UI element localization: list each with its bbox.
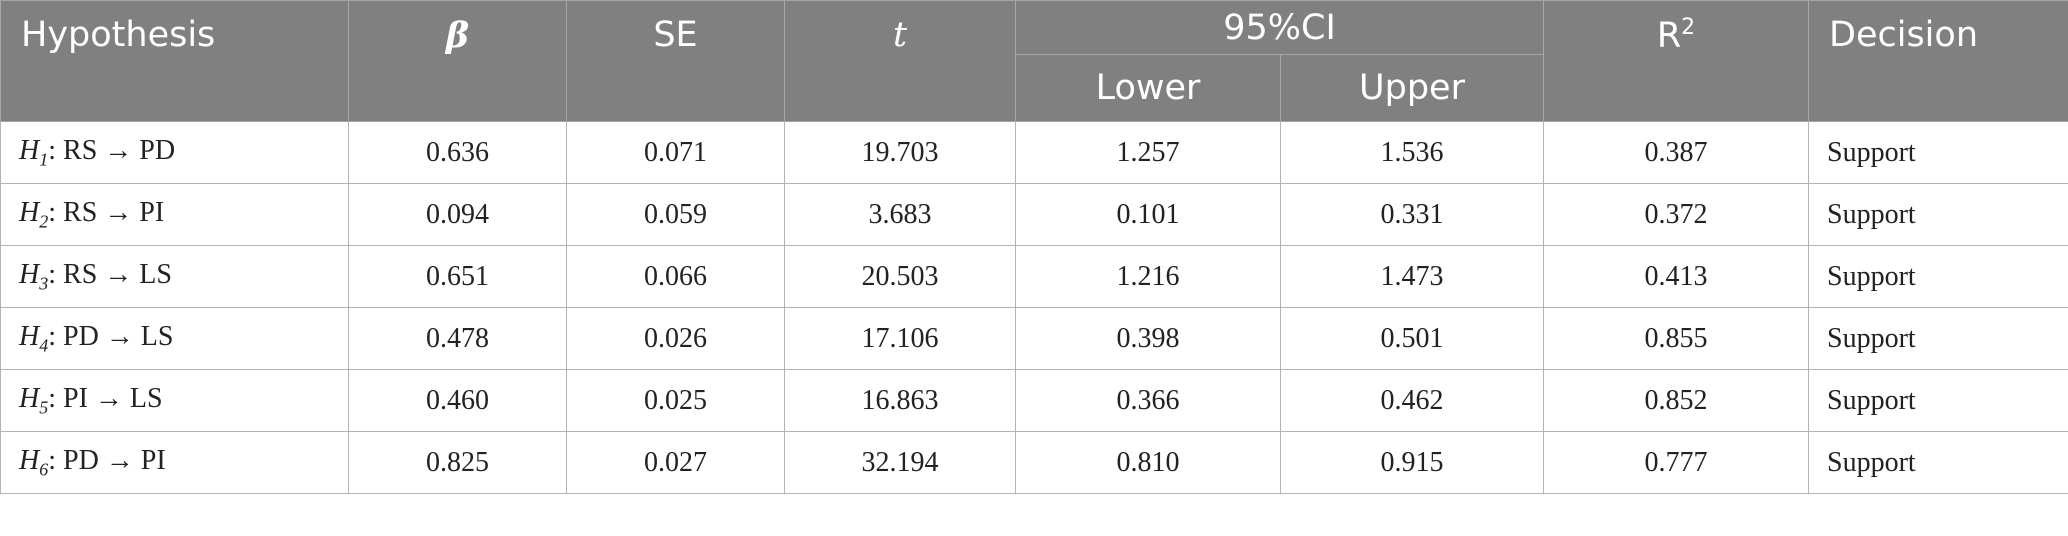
table-row: H1: RS → PD 0.636 0.071 19.703 1.257 1.536 0.3…	[0, 121, 2068, 184]
cell-se: 0.026	[566, 307, 785, 370]
cell-t: 3.683	[784, 183, 1016, 246]
cell-beta: 0.825	[348, 431, 567, 494]
cell-decision: Support	[1808, 245, 2068, 308]
cell-beta: 0.478	[348, 307, 567, 370]
hypothesis-path: : PI → LS	[48, 382, 163, 414]
header-t: t	[784, 0, 1016, 122]
header-upper: Upper	[1280, 54, 1544, 122]
table-body: H1: RS → PD 0.636 0.071 19.703 1.257 1.536 0.3…	[0, 121, 2068, 494]
table-row: H6: PD → PI 0.825 0.027 32.194 0.810 0.915 0.7…	[0, 431, 2068, 494]
hypothesis-number: 1	[39, 149, 49, 170]
cell-r2: 0.413	[1543, 245, 1809, 308]
header-lower: Lower	[1015, 54, 1281, 122]
header-decision: Decision	[1808, 0, 2068, 122]
table-header: Hypothesis β SE t 95%CI R2 Decision Lowe…	[0, 0, 2068, 122]
hypothesis-number: 2	[39, 211, 49, 232]
cell-ci-upper: 0.501	[1280, 307, 1544, 370]
table-row: H2: RS → PI 0.094 0.059 3.683 0.101 0.331 0.37…	[0, 183, 2068, 246]
hypothesis-path: : RS → PD	[48, 134, 176, 166]
cell-ci-lower: 0.398	[1015, 307, 1281, 370]
cell-se: 0.059	[566, 183, 785, 246]
header-r2: R2	[1543, 0, 1809, 122]
cell-ci-lower: 0.101	[1015, 183, 1281, 246]
hypothesis-letter: H	[19, 258, 40, 290]
cell-hypothesis: H5: PI → LS	[0, 369, 349, 432]
cell-ci-upper: 0.462	[1280, 369, 1544, 432]
cell-r2: 0.372	[1543, 183, 1809, 246]
hypothesis-number: 4	[39, 335, 49, 356]
cell-r2: 0.852	[1543, 369, 1809, 432]
cell-t: 20.503	[784, 245, 1016, 308]
header-se: SE	[566, 0, 785, 122]
cell-ci-upper: 0.915	[1280, 431, 1544, 494]
hypothesis-letter: H	[19, 196, 40, 228]
hypothesis-path: : RS → PI	[48, 196, 165, 228]
cell-se: 0.071	[566, 121, 785, 184]
cell-beta: 0.651	[348, 245, 567, 308]
cell-decision: Support	[1808, 121, 2068, 184]
cell-ci-lower: 0.366	[1015, 369, 1281, 432]
cell-t: 19.703	[784, 121, 1016, 184]
hypothesis-path: : PD → PI	[48, 444, 166, 476]
header-beta: β	[348, 0, 567, 122]
cell-hypothesis: H1: RS → PD	[0, 121, 349, 184]
header-r2-sup: 2	[1681, 15, 1696, 40]
header-r2-base: R	[1656, 15, 1682, 56]
cell-decision: Support	[1808, 307, 2068, 370]
hypothesis-letter: H	[19, 444, 40, 476]
cell-hypothesis: H4: PD → LS	[0, 307, 349, 370]
cell-ci-upper: 1.473	[1280, 245, 1544, 308]
cell-hypothesis: H2: RS → PI	[0, 183, 349, 246]
cell-beta: 0.636	[348, 121, 567, 184]
cell-beta: 0.094	[348, 183, 567, 246]
cell-se: 0.066	[566, 245, 785, 308]
cell-ci-upper: 1.536	[1280, 121, 1544, 184]
cell-r2: 0.777	[1543, 431, 1809, 494]
hypothesis-letter: H	[19, 382, 40, 414]
header-ci: 95%CI	[1015, 0, 1544, 55]
cell-ci-lower: 1.216	[1015, 245, 1281, 308]
hypothesis-path: : PD → LS	[48, 320, 174, 352]
table-row: H3: RS → LS 0.651 0.066 20.503 1.216 1.473 0.4…	[0, 245, 2068, 308]
header-hypothesis: Hypothesis	[0, 0, 349, 122]
cell-hypothesis: H3: RS → LS	[0, 245, 349, 308]
hypothesis-letter: H	[19, 320, 40, 352]
cell-t: 17.106	[784, 307, 1016, 370]
hypothesis-number: 3	[39, 273, 49, 294]
table-row: H5: PI → LS 0.460 0.025 16.863 0.366 0.462 0.8…	[0, 369, 2068, 432]
table-row: H4: PD → LS 0.478 0.026 17.106 0.398 0.501 0.8…	[0, 307, 2068, 370]
cell-decision: Support	[1808, 431, 2068, 494]
cell-decision: Support	[1808, 183, 2068, 246]
cell-r2: 0.387	[1543, 121, 1809, 184]
hypothesis-number: 6	[39, 459, 49, 480]
hypothesis-path: : RS → LS	[48, 258, 172, 290]
hypothesis-results-table: Hypothesis β SE t 95%CI R2 Decision Lowe…	[0, 0, 2068, 494]
cell-ci-upper: 0.331	[1280, 183, 1544, 246]
cell-se: 0.027	[566, 431, 785, 494]
cell-t: 32.194	[784, 431, 1016, 494]
hypothesis-letter: H	[19, 134, 40, 166]
cell-beta: 0.460	[348, 369, 567, 432]
cell-hypothesis: H6: PD → PI	[0, 431, 349, 494]
cell-ci-lower: 0.810	[1015, 431, 1281, 494]
cell-r2: 0.855	[1543, 307, 1809, 370]
cell-se: 0.025	[566, 369, 785, 432]
cell-t: 16.863	[784, 369, 1016, 432]
cell-decision: Support	[1808, 369, 2068, 432]
cell-ci-lower: 1.257	[1015, 121, 1281, 184]
hypothesis-number: 5	[39, 397, 49, 418]
